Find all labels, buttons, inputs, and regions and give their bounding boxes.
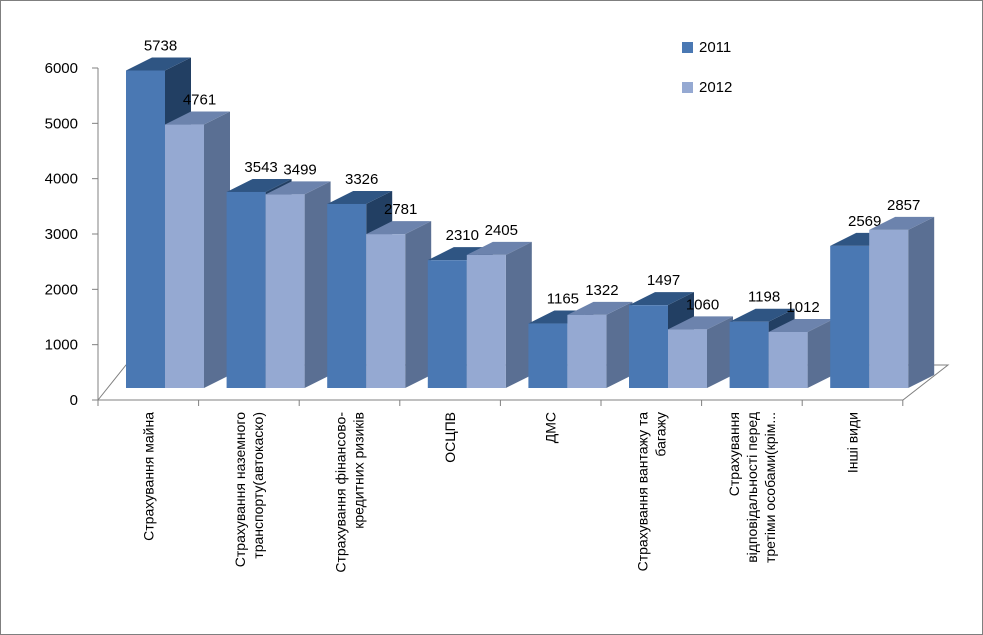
data-label: 1198 xyxy=(748,289,780,306)
bar-2012 xyxy=(165,124,204,389)
bar-top-2012 xyxy=(768,319,834,333)
category-label: Інші види xyxy=(845,412,861,473)
y-tick-label: 2000 xyxy=(45,281,78,298)
category-label-line: Страхування майна xyxy=(140,412,156,541)
bar-2012 xyxy=(567,314,607,388)
data-label: 3326 xyxy=(345,171,378,188)
legend-label-2012: 2012 xyxy=(699,79,732,96)
category-label-line: транспорту(автокаско) xyxy=(250,412,266,559)
bar-2011 xyxy=(427,260,467,388)
data-label: 1165 xyxy=(547,291,579,308)
bar-top-2012 xyxy=(366,221,432,235)
category-label: Страхування відповідальності перед третіми… xyxy=(726,412,778,563)
legend-label-2011: 2011 xyxy=(699,39,731,56)
data-label: 1012 xyxy=(786,299,819,316)
bar-top-2012 xyxy=(668,316,733,330)
bar-top-2012 xyxy=(567,301,633,315)
data-label: 2857 xyxy=(887,197,920,214)
category-label-line: багажу xyxy=(652,412,668,457)
bar-top-2012 xyxy=(869,216,935,230)
data-label: 2781 xyxy=(384,201,417,218)
bar-side-2012 xyxy=(807,319,834,388)
y-tick-label: 6000 xyxy=(45,60,78,77)
bar-top-2012 xyxy=(466,241,532,255)
category-label-line: Страхування фінансово- xyxy=(333,412,349,573)
y-tick-label: 4000 xyxy=(45,171,78,188)
data-label: 4761 xyxy=(183,92,216,109)
bar-2011 xyxy=(528,323,568,388)
category-label: Страхування майна xyxy=(140,412,156,541)
bar-side-2012 xyxy=(606,301,633,388)
bar-2012 xyxy=(869,229,909,388)
bar-top-2011 xyxy=(729,308,795,322)
bar-2012 xyxy=(265,194,305,388)
y-tick-label: 3000 xyxy=(45,226,78,243)
bar-2011 xyxy=(830,245,870,388)
category-label-line: ДМС xyxy=(543,412,559,443)
floor-plane xyxy=(96,364,950,401)
category-label-line: кредитних ризиків xyxy=(351,412,367,529)
category-label: Страхування наземного транспорту(автокаск… xyxy=(232,412,266,567)
bar-top-2011 xyxy=(629,292,694,306)
bar-side-2012 xyxy=(707,316,733,388)
category-label-line: Страхування наземного xyxy=(232,412,248,567)
data-label: 3543 xyxy=(244,159,277,176)
category-label: Страхування фінансово-кредитних ризиків xyxy=(333,412,367,573)
bar-2011 xyxy=(126,70,165,389)
y-tick-label: 5000 xyxy=(45,115,78,132)
y-tick-label: 1000 xyxy=(45,337,78,354)
bar-2011 xyxy=(629,305,668,388)
bar-top-2011 xyxy=(226,178,292,192)
data-label: 3499 xyxy=(283,161,316,178)
category-label-line: ОСЦПВ xyxy=(442,412,458,463)
category-label-line: Страхування xyxy=(726,412,742,496)
bar-side-2012 xyxy=(405,221,432,388)
category-label-line: відповідальності перед xyxy=(744,412,760,563)
bar-2012 xyxy=(768,332,808,388)
bar-top-2011 xyxy=(327,190,393,204)
y-tick-label: 0 xyxy=(70,392,78,409)
legend-swatch-2011 xyxy=(682,42,693,53)
bar-top-2012 xyxy=(265,181,331,195)
bar-2012 xyxy=(466,254,506,388)
bar-top-2012 xyxy=(165,111,230,125)
category-label: Страхування вантажу та багажу xyxy=(634,412,668,572)
category-label-line: третіми особами(крім... xyxy=(762,412,778,563)
data-label: 1060 xyxy=(686,296,719,313)
bar-side-2012 xyxy=(908,216,935,388)
bar-top-2011 xyxy=(126,57,191,71)
category-label: ДМС xyxy=(543,412,559,443)
data-label: 1497 xyxy=(647,272,680,289)
category-label-line: Страхування вантажу та xyxy=(634,412,650,572)
legend-swatch-2012 xyxy=(682,82,693,93)
bar-2011 xyxy=(226,191,266,388)
category-label-line: Інші види xyxy=(845,412,861,473)
data-label: 1322 xyxy=(585,282,618,299)
bar-side-2012 xyxy=(304,181,331,388)
bar-2012 xyxy=(668,329,707,388)
bar-2012 xyxy=(366,234,406,388)
bar-2011 xyxy=(327,203,367,388)
bar-side-2012 xyxy=(204,111,230,389)
data-label: 2569 xyxy=(848,213,881,230)
category-label: ОСЦПВ xyxy=(442,412,458,463)
bar-2011 xyxy=(729,321,769,388)
data-label: 2310 xyxy=(446,227,479,244)
data-label: 2405 xyxy=(485,222,518,239)
bar-side-2012 xyxy=(505,241,532,388)
data-label: 5738 xyxy=(144,37,177,54)
